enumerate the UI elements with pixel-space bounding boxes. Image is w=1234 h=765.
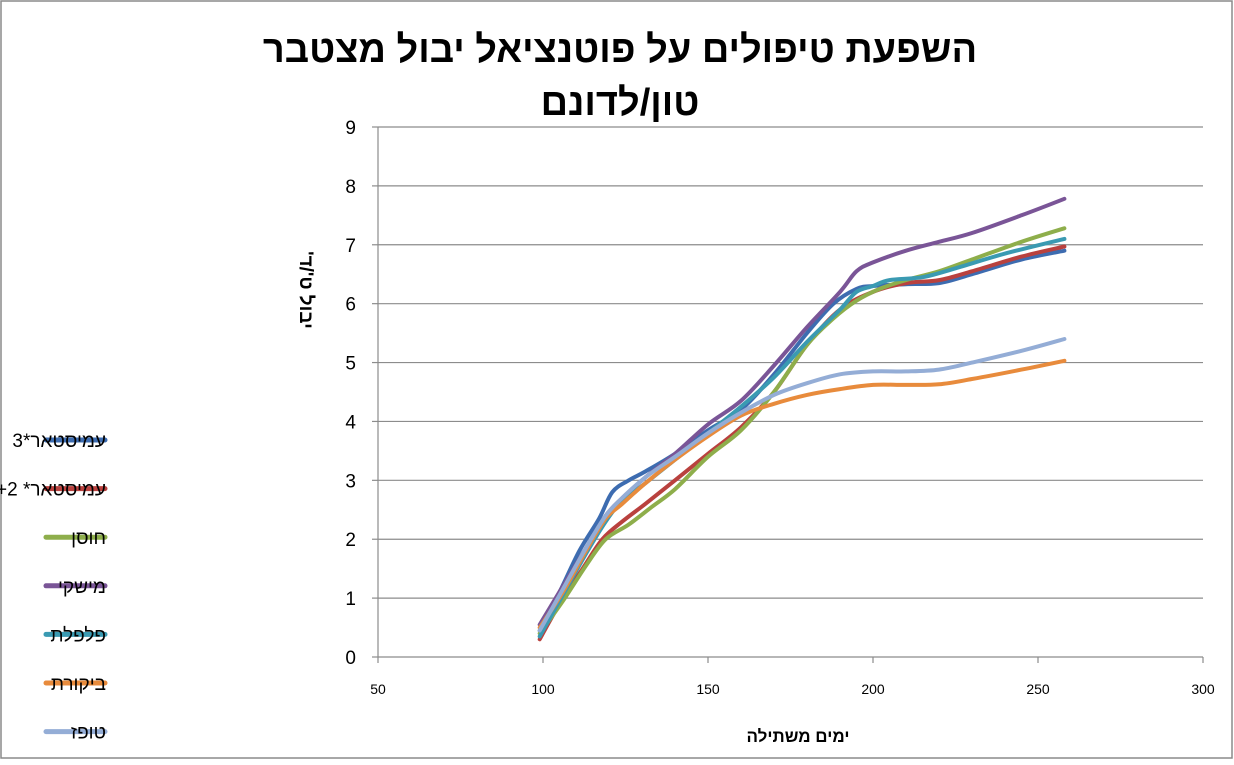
legend-label-5: ביקורת	[51, 674, 106, 695]
y-tick-label: 4	[345, 412, 356, 433]
axes	[372, 126, 1204, 663]
x-tick-label: 200	[861, 681, 885, 697]
y-tick-label: 1	[345, 589, 356, 610]
legend: עמיסטאר*3 עמיסטאר* 2+ ריסוס חוסן מישקי פלפלת…	[0, 431, 108, 744]
y-tick-label: 6	[345, 295, 356, 316]
x-tick-label: 150	[696, 681, 720, 697]
x-tick-labels: 50 100 150 200 250 300	[370, 681, 1215, 697]
legend-label-6: טופז	[71, 723, 106, 744]
y-tick-labels: 0 1 2 3 4 5 6 7 8 9	[345, 118, 356, 669]
y-tick-label: 2	[345, 530, 356, 551]
y-tick-label: 0	[345, 648, 356, 669]
legend-label-3: מישקי	[58, 577, 106, 598]
x-tick-label: 250	[1026, 681, 1050, 697]
legend-label-1: עמיסטאר* 2+ ריסוס	[0, 480, 106, 501]
y-tick-label: 5	[345, 354, 356, 375]
grid-lines	[378, 126, 1203, 599]
legend-label-0: עמיסטאר*3	[12, 431, 106, 452]
y-tick-label: 7	[345, 236, 356, 257]
chart-title-line2: טון/לדונם	[541, 82, 700, 124]
x-tick-label: 100	[531, 681, 555, 697]
y-axis-label: יבול ט'/ד'	[295, 251, 316, 329]
y-tick-label: 8	[345, 177, 356, 198]
y-tick-label: 9	[345, 118, 356, 139]
x-axis-label: ימים משתילה	[747, 727, 850, 746]
series-line-6	[537, 337, 1067, 633]
x-tick-label: 300	[1191, 681, 1215, 697]
legend-label-4: פלפלת	[50, 625, 106, 646]
series-lines	[537, 196, 1067, 642]
legend-label-2: חוסן	[71, 528, 106, 549]
chart-title-line1: השפעת טיפולים על פוטנציאל יבול מצטבר	[263, 29, 977, 71]
x-tick-label: 50	[370, 681, 386, 697]
y-tick-label: 3	[345, 471, 356, 492]
